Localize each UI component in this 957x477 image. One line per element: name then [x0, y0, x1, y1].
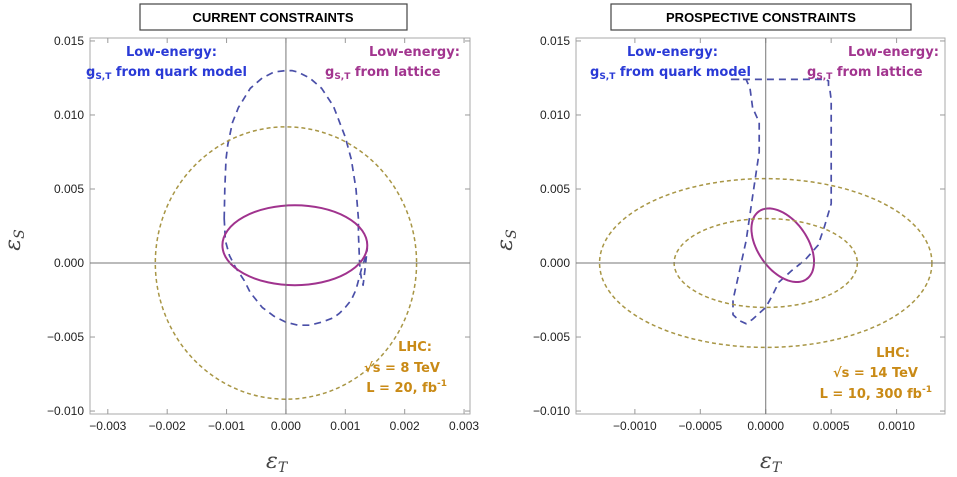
annotation-text: LHC:: [876, 346, 910, 361]
annotation-text: from lattice: [350, 65, 440, 80]
chart-current-constraints: CURRENT CONSTRAINTS −0.003 −0.002 −0.001 0.…: [1, 3, 479, 476]
x-tick-label: 0.0000: [747, 419, 784, 433]
chart-prospective-constraints: PROSPECTIVE CONSTRAINTS −0.0010 −0.0005 0.…: [493, 3, 946, 476]
x-tick-label: −0.0005: [678, 419, 722, 433]
x-axis-label: εT: [266, 449, 289, 476]
annotation-subscript: S,T: [95, 72, 112, 82]
y-tick-label: 0.000: [540, 256, 570, 270]
annotation-quark-model: Low-energy: gS,T from quark model: [86, 45, 247, 82]
annotation-lhc: LHC: √s = 14 TeV L = 10, 300 fb-1: [820, 346, 932, 402]
y-tick-label: 0.005: [540, 182, 570, 196]
annotation-text: Low-energy:: [369, 45, 460, 60]
annotation-text: LHC:: [398, 340, 432, 355]
plot-frame: [575, 37, 946, 415]
x-axis-label: εT: [760, 449, 783, 476]
y-tick-label: 0.000: [54, 256, 84, 270]
x-tick-label: 0.0005: [813, 419, 850, 433]
y-tick-label: 0.010: [54, 108, 84, 122]
annotation-subscript: S,T: [816, 72, 833, 82]
y-tick-label: −0.010: [47, 404, 84, 418]
annotation-text: g: [86, 65, 95, 80]
annotation-text: Low-energy:: [627, 45, 718, 60]
chart-title: PROSPECTIVE CONSTRAINTS: [666, 10, 856, 25]
tick-group: −0.003 −0.002 −0.001 0.000 0.001 0.002 0.003 −0…: [47, 34, 479, 433]
annotation-lattice: Low-energy: gS,T from lattice: [807, 45, 939, 82]
series-quark-contour: [728, 78, 833, 325]
x-tick-label: −0.002: [149, 419, 186, 433]
series-lattice-contour: [750, 207, 815, 283]
annotation-text: from quark model: [615, 65, 751, 80]
annotation-subscript: S,T: [599, 72, 616, 82]
annotation-text: L = 20, fb: [366, 381, 437, 396]
annotation-text: from quark model: [111, 65, 247, 80]
annotation-lattice: Low-energy: gS,T from lattice: [325, 45, 460, 82]
annotation-text: L = 10, 300 fb-1: [820, 385, 932, 402]
annotation-text: from lattice: [832, 65, 922, 80]
y-tick-label: 0.015: [540, 34, 570, 48]
annotation-text: √s = 8 TeV: [364, 361, 440, 376]
annotation-text: gS,T from quark model: [86, 65, 247, 82]
y-tick-label: 0.005: [54, 182, 84, 196]
y-tick-label: −0.005: [533, 330, 570, 344]
tick-group: −0.0010 −0.0005 0.0000 0.0005 0.0010 −0.010 −0…: [533, 34, 945, 433]
plot-frame: [89, 37, 471, 415]
annotation-text: g: [590, 65, 599, 80]
x-tick-label: 0.001: [330, 419, 360, 433]
x-tick-label: 0.002: [390, 419, 420, 433]
x-tick-label: −0.001: [208, 419, 245, 433]
annotation-superscript: -1: [922, 385, 932, 395]
title-box: [139, 3, 408, 31]
y-axis-label: εS: [493, 229, 520, 250]
title-box: [610, 3, 912, 31]
annotation-lhc: LHC: √s = 8 TeV L = 20, fb-1: [364, 340, 447, 396]
y-tick-label: 0.010: [540, 108, 570, 122]
annotation-text: g: [807, 65, 816, 80]
x-tick-label: 0.003: [449, 419, 479, 433]
annotation-text: √s = 14 TeV: [833, 366, 918, 381]
annotation-text: gS,T from quark model: [590, 65, 751, 82]
annotation-subscript: S,T: [334, 72, 351, 82]
x-tick-label: −0.0010: [613, 419, 657, 433]
y-axis-label: εS: [1, 229, 28, 250]
annotation-quark-model: Low-energy: gS,T from quark model: [590, 45, 751, 82]
annotation-superscript: -1: [437, 379, 447, 389]
x-tick-label: 0.0010: [878, 419, 915, 433]
y-tick-label: −0.005: [47, 330, 84, 344]
annotation-text: gS,T from lattice: [807, 65, 923, 82]
annotation-text: Low-energy:: [848, 45, 939, 60]
y-tick-label: 0.015: [54, 34, 84, 48]
x-tick-label: 0.000: [271, 419, 301, 433]
series-lattice-contour: [221, 204, 369, 287]
y-tick-label: −0.010: [533, 404, 570, 418]
chart-title: CURRENT CONSTRAINTS: [192, 10, 353, 25]
annotation-text: g: [325, 65, 334, 80]
x-tick-label: −0.003: [89, 419, 126, 433]
annotation-text: Low-energy:: [126, 45, 217, 60]
annotation-text: L = 20, fb-1: [366, 379, 447, 396]
annotation-text: gS,T from lattice: [325, 65, 441, 82]
series-quark-contour: [223, 69, 369, 327]
annotation-text: L = 10, 300 fb: [820, 387, 922, 402]
